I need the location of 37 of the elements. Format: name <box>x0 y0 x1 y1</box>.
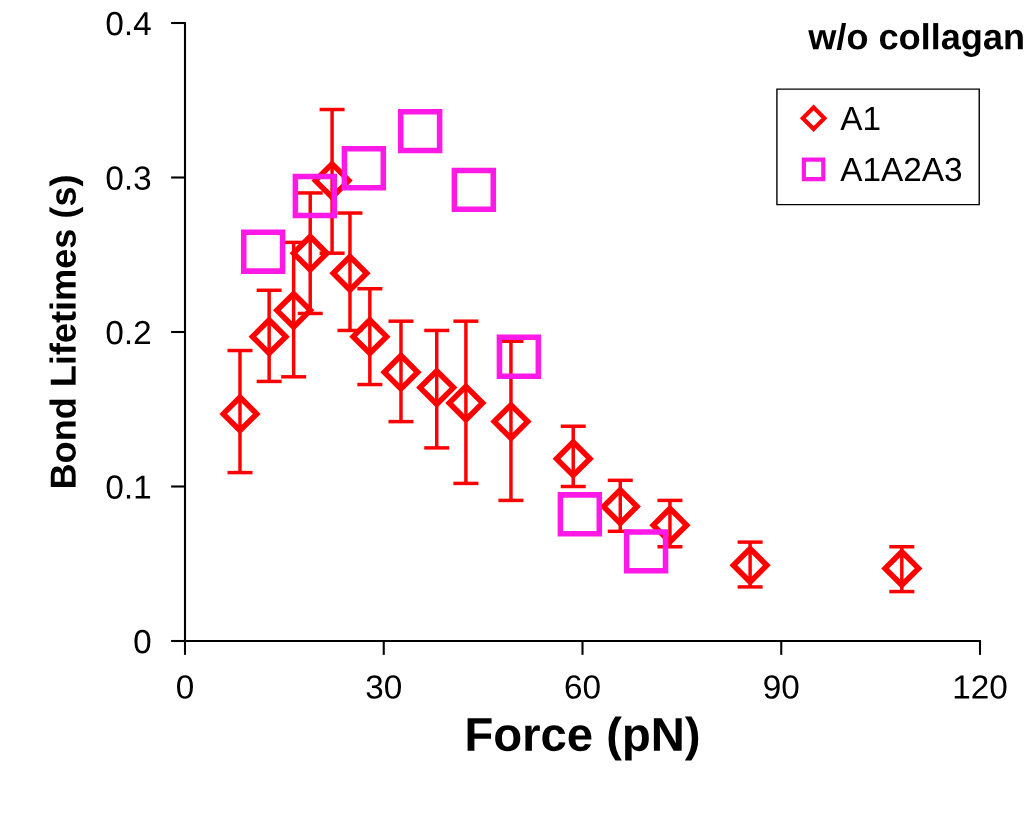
point <box>240 229 286 274</box>
point <box>882 548 922 588</box>
point <box>397 108 443 154</box>
point <box>274 290 314 330</box>
x-tick-label: 60 <box>565 675 600 699</box>
point <box>451 167 497 213</box>
x-tick-label: 0 <box>177 675 193 699</box>
legend-label: A1 <box>840 107 880 130</box>
legend-label: A1A2A3 <box>840 157 962 182</box>
point <box>292 173 338 219</box>
point <box>557 492 603 537</box>
point <box>249 317 289 357</box>
x-tick-label: 90 <box>764 675 799 699</box>
y-axis-title: Bond Lifetimes (s) <box>49 176 84 488</box>
point <box>290 233 330 273</box>
x-tick-label: 30 <box>366 675 401 699</box>
point <box>350 317 390 357</box>
point <box>553 439 593 479</box>
point <box>446 383 486 423</box>
point <box>220 394 260 434</box>
point <box>491 402 531 442</box>
x-axis-title: Force (pN) <box>467 716 699 761</box>
point <box>600 487 640 527</box>
y-tick-label: 0 <box>134 629 151 654</box>
chart-title: w/o collagan <box>808 23 1023 57</box>
point <box>341 146 387 191</box>
point <box>623 529 669 574</box>
point <box>381 352 421 392</box>
y-tick-label: 0.3 <box>106 166 151 190</box>
point <box>417 368 457 408</box>
point <box>330 253 370 293</box>
y-tick-label: 0.2 <box>106 320 150 345</box>
y-tick-label: 0.4 <box>106 11 151 36</box>
y-tick-label: 0.1 <box>106 475 151 499</box>
point <box>496 334 542 379</box>
x-tick-label: 120 <box>954 675 1007 699</box>
point <box>730 545 770 585</box>
